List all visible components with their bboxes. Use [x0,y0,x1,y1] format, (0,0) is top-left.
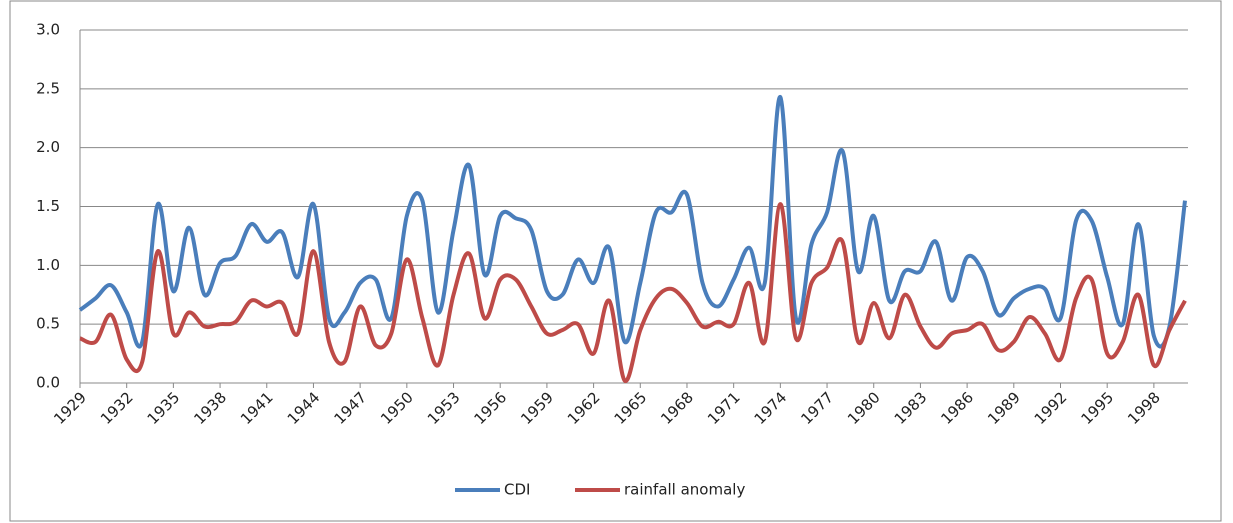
legend-label: rainfall anomaly [624,481,745,499]
y-tick-label: 0.5 [36,315,60,333]
y-tick-label: 1.5 [36,197,60,215]
y-tick-label: 2.0 [36,138,60,156]
legend-label: CDI [504,481,530,499]
y-tick-label: 0.0 [36,374,60,392]
y-tick-label: 2.5 [36,79,60,97]
chart-frame [9,0,1222,522]
series-line [78,95,1187,349]
y-tick-label: 1.0 [36,256,60,274]
y-tick-label: 3.0 [36,21,60,39]
series-line [79,202,1187,383]
